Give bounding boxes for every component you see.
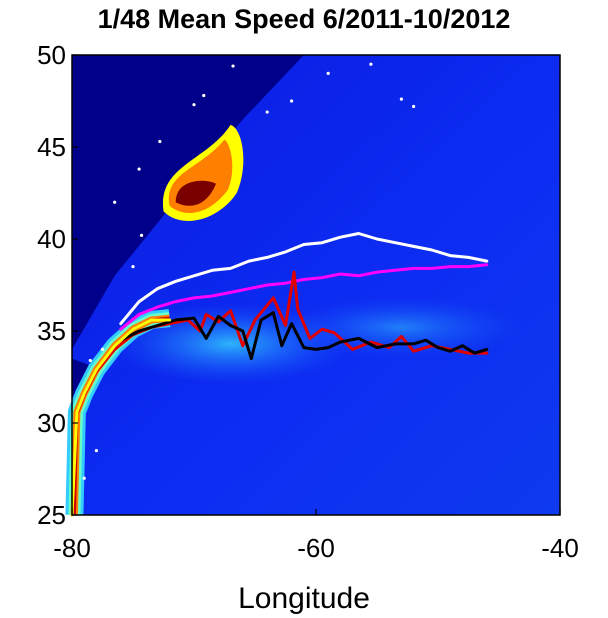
coastline-dot <box>158 139 162 144</box>
y-tick-label: 50 <box>37 40 66 70</box>
series-line-3 <box>119 311 489 361</box>
chart-title: 1/48 Mean Speed 6/2011-10/2012 <box>97 4 511 34</box>
x-tick-label: -60 <box>297 533 335 563</box>
coastline-dot <box>399 97 403 101</box>
coastline-dot <box>326 71 330 75</box>
series-line-4 <box>70 318 172 517</box>
y-tick-label: 25 <box>37 500 66 530</box>
x-tick-label: -80 <box>53 533 91 563</box>
front-paths <box>70 232 489 517</box>
coastline-dot <box>265 110 269 114</box>
y-tick-label: 30 <box>37 408 66 438</box>
coastline-dot <box>94 449 98 453</box>
coastline-dot <box>131 265 135 269</box>
coastline-dot <box>82 476 86 480</box>
y-tick-label: 45 <box>37 132 66 162</box>
axis-ticks: 50 45 40 35 30 25-80 -60 -40 <box>37 40 579 563</box>
coastline-dot <box>100 347 105 351</box>
speed-field <box>65 55 560 516</box>
coastline-dot <box>113 200 117 204</box>
coastline-dot <box>412 104 416 109</box>
coastline-dot <box>369 62 373 66</box>
coastline-dot <box>192 103 196 107</box>
coastline-dot <box>88 358 92 363</box>
coastline-dot <box>137 167 141 171</box>
coastline-dot <box>202 93 206 98</box>
y-tick-label: 35 <box>37 316 66 346</box>
shelf-jet-core <box>175 180 216 206</box>
coastline-dot <box>139 233 144 237</box>
land-region <box>72 55 304 350</box>
x-axis-label: Longitude <box>238 582 370 615</box>
series-line-0 <box>119 232 489 326</box>
y-tick-label: 40 <box>37 224 66 254</box>
coastline-dot <box>231 64 235 68</box>
series-line-1 <box>119 263 489 331</box>
x-tick-label: -40 <box>541 533 579 563</box>
coastline-dot <box>290 99 294 103</box>
